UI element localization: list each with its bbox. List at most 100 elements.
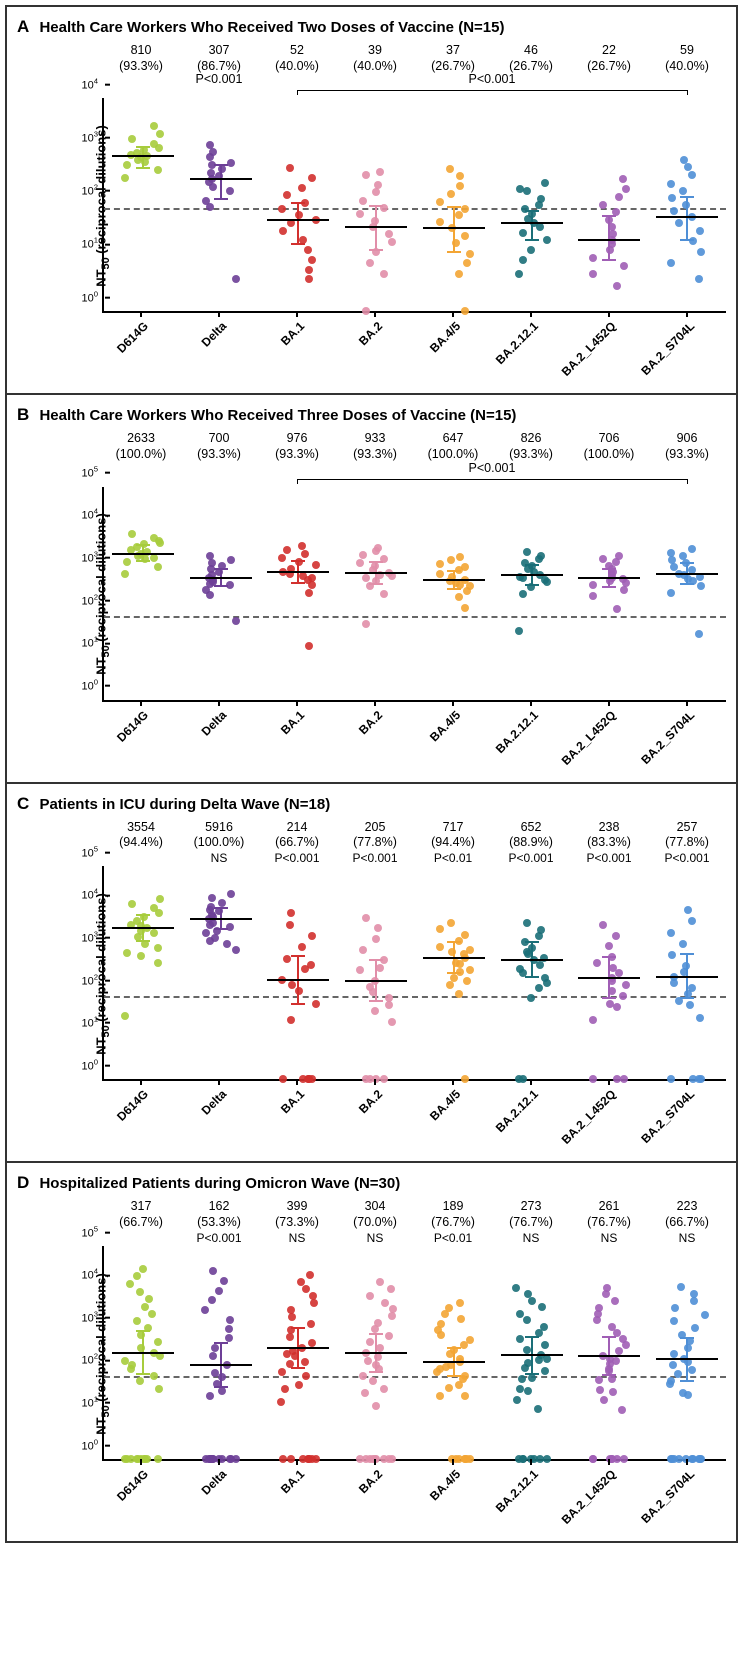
data-point — [682, 559, 690, 567]
data-point — [362, 914, 370, 922]
series-column — [415, 98, 493, 311]
data-point — [670, 1350, 678, 1358]
panel-title: A Health Care Workers Who Received Two D… — [17, 17, 726, 37]
median-bar — [112, 1352, 174, 1354]
data-point — [537, 926, 545, 934]
data-point — [596, 1386, 604, 1394]
data-point — [688, 545, 696, 553]
header-cell: 205(77.8%)P<0.001 — [336, 820, 414, 867]
data-point — [667, 929, 675, 937]
data-point — [527, 246, 535, 254]
y-tick: 103 — [81, 1309, 104, 1324]
data-point — [232, 275, 240, 283]
data-point — [359, 551, 367, 559]
median-bar — [656, 573, 718, 575]
header-cell: 810(93.3%) — [102, 43, 180, 74]
data-point — [137, 952, 145, 960]
panel-title: C Patients in ICU during Delta Wave (N=1… — [17, 794, 726, 814]
data-point — [288, 1313, 296, 1321]
header-row: 3554(94.4%) 5916(100.0%)NS214(66.7%)P<0.… — [102, 820, 726, 867]
median-bar — [345, 572, 407, 574]
y-tick: 104 — [81, 76, 104, 91]
chart-area: 2633(100.0%)700(93.3%)976(93.3%)933(93.3… — [72, 431, 726, 776]
data-point — [690, 1290, 698, 1298]
data-point — [456, 1299, 464, 1307]
data-point — [437, 1320, 445, 1328]
data-point — [667, 259, 675, 267]
header-cell: 906(93.3%) — [648, 431, 726, 462]
data-point — [433, 1368, 441, 1376]
plot-region: NT50 (reciprocal dilutions)1001011021031… — [72, 1246, 726, 1461]
data-point — [305, 589, 313, 597]
data-point — [670, 563, 678, 571]
y-tick: 100 — [81, 1057, 104, 1072]
series-column — [648, 487, 726, 700]
data-point — [372, 935, 380, 943]
data-point — [521, 559, 529, 567]
data-point — [684, 990, 692, 998]
x-tick-label: Delta — [198, 319, 229, 350]
data-point — [304, 246, 312, 254]
data-point — [133, 1272, 141, 1280]
data-point — [668, 951, 676, 959]
data-point — [679, 187, 687, 195]
y-tick: 102 — [81, 972, 104, 987]
data-point — [534, 1405, 542, 1413]
data-point — [361, 1389, 369, 1397]
header-cell: 22(26.7%) — [570, 43, 648, 74]
data-point — [541, 1341, 549, 1349]
x-tick-label: BA.2.12.1 — [493, 319, 541, 367]
data-point — [156, 895, 164, 903]
data-point — [133, 1317, 141, 1325]
x-labels: D614GDeltaBA.1BA.2BA.4/5BA.2.12.1BA.2_L4… — [102, 313, 726, 388]
median-bar — [345, 1352, 407, 1354]
panel-C: C Patients in ICU during Delta Wave (N=1… — [5, 784, 738, 1164]
data-point — [301, 199, 309, 207]
series-column — [260, 487, 338, 700]
data-point — [374, 924, 382, 932]
data-point — [436, 925, 444, 933]
panel-A: A Health Care Workers Who Received Two D… — [5, 5, 738, 395]
plot-body: 100101102103104105 — [102, 866, 726, 1081]
median-bar — [578, 577, 640, 579]
series-column — [415, 866, 493, 1079]
data-point — [605, 216, 613, 224]
data-point — [612, 558, 620, 566]
series-column — [571, 487, 649, 700]
data-point — [670, 207, 678, 215]
data-point — [667, 549, 675, 557]
data-point — [371, 217, 379, 225]
data-point — [295, 987, 303, 995]
data-point — [436, 560, 444, 568]
data-point — [608, 1375, 616, 1383]
data-point — [121, 1012, 129, 1020]
data-point — [218, 562, 226, 570]
x-tick-label: BA.2.12.1 — [493, 1087, 541, 1135]
data-point — [436, 218, 444, 226]
data-point — [206, 203, 214, 211]
data-point — [359, 1372, 367, 1380]
data-point — [136, 1377, 144, 1385]
series-column — [260, 98, 338, 311]
data-point — [298, 184, 306, 192]
data-point — [121, 570, 129, 578]
data-point — [678, 1331, 686, 1339]
plot-body: 100101102103104105 — [102, 487, 726, 702]
data-point — [456, 960, 464, 968]
data-point — [141, 1303, 149, 1311]
series-column — [182, 866, 260, 1079]
y-tick: 101 — [81, 1015, 104, 1030]
data-point — [385, 1332, 393, 1340]
data-point — [608, 953, 616, 961]
x-labels: D614GDeltaBA.1BA.2BA.4/5BA.2.12.1BA.2_L4… — [102, 1461, 726, 1536]
data-point — [154, 1338, 162, 1346]
header-cell: 52(40.0%) — [258, 43, 336, 74]
data-point — [226, 581, 234, 589]
data-point — [605, 1367, 613, 1375]
y-tick: 102 — [81, 592, 104, 607]
data-point — [589, 270, 597, 278]
data-point — [674, 1370, 682, 1378]
data-point — [684, 1391, 692, 1399]
data-point — [385, 230, 393, 238]
data-point — [305, 642, 313, 650]
